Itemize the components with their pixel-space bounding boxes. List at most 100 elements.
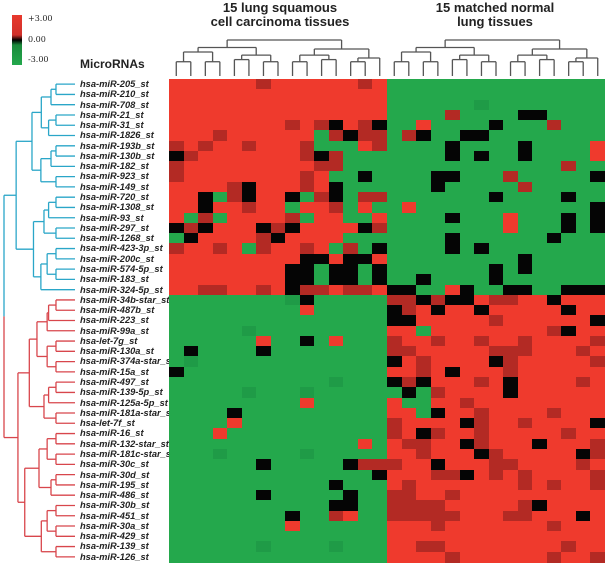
heatmap-cell [416,181,432,193]
heatmap-cell [401,428,417,440]
heatmap-cell [459,531,475,543]
heatmap-cell [241,284,257,296]
heatmap-cell [227,490,243,501]
normal-header-line1: 15 matched normal [435,0,555,15]
heatmap-cell [169,407,185,419]
heatmap-cell [227,428,243,440]
heatmap-cell [590,479,605,491]
heatmap-cell [590,438,605,450]
heatmap-cell [416,202,432,214]
heatmap-cell [474,459,490,471]
heatmap-cell [357,377,374,388]
row-label: hsa-miR-423-3p_st [80,243,163,254]
heatmap-cell [372,520,388,532]
heatmap-cell [241,79,257,90]
heatmap-cell [488,79,504,90]
heatmap-cell [503,346,519,358]
heatmap-cell [212,407,228,419]
heatmap-cell [387,315,403,327]
heatmap-cell [590,356,605,368]
heatmap-cell [227,161,243,173]
heatmap-cell [503,438,519,450]
heatmap-cell [430,233,446,245]
heatmap-cell [561,294,577,306]
heatmap-cell [169,356,185,368]
heatmap-cell [241,305,257,316]
heatmap-cell [401,346,417,358]
heatmap-cell [198,428,214,440]
heatmap-cell [169,479,185,491]
heatmap-cell [183,541,199,553]
heatmap-cell [314,479,330,491]
heatmap-cell [503,315,519,327]
heatmap-cell [285,315,301,327]
heatmap-cell [299,263,315,275]
heatmap-cell [314,459,330,471]
heatmap-cell [343,448,359,460]
heatmap-cell [328,79,344,90]
heatmap-cell [474,294,490,306]
heatmap-cell [546,171,562,183]
heatmap-cell [343,202,359,214]
heatmap-cell [474,274,490,286]
heatmap-cell [416,294,432,306]
heatmap-cell [445,387,461,399]
heatmap-cell [256,510,272,522]
heatmap-cell [241,448,257,460]
heatmap-cell [561,346,577,358]
row-label: hsa-miR-21_st [80,109,144,120]
heatmap-cell [343,520,359,532]
heatmap-cell [198,490,214,501]
heatmap-cell [517,407,533,419]
row-label: hsa-miR-132-star_st [80,438,169,449]
heatmap-cell [285,510,301,522]
heatmap-cell [372,181,388,193]
heatmap-cell [270,335,286,347]
heatmap-cell [416,263,432,275]
heatmap-cell [430,459,446,471]
heatmap-cell [328,356,344,368]
heatmap-cell [430,531,446,543]
heatmap-cell [387,428,403,440]
heatmap-cell [532,520,548,532]
heatmap-cell [372,274,388,286]
heatmap-cell [314,305,330,316]
heatmap-cell [532,202,548,214]
heatmap-cell [285,490,301,501]
heatmap-cell [517,294,533,306]
heatmap-cell [285,305,301,316]
heatmap-cell [546,479,562,491]
heatmap-cell [198,212,214,224]
legend-mid-label: 0.00 [28,35,46,44]
heatmap-cell [503,253,519,265]
heatmap-cell [590,448,605,460]
heatmap-cell [474,418,490,429]
heatmap-cell [314,325,330,337]
heatmap-cell [546,325,562,337]
heatmap-cell [270,263,286,275]
heatmap-cell [343,284,359,296]
heatmap-cell [590,551,605,563]
heatmap-cell [387,140,403,152]
heatmap-cell [503,109,519,121]
heatmap-cell [416,335,432,347]
heatmap-cell [183,202,199,214]
heatmap-cell [488,438,504,450]
heatmap-cell [561,551,577,563]
heatmap-cell [372,418,388,429]
heatmap-cell [517,171,533,183]
heatmap-cell [227,479,243,491]
heatmap-cell [575,479,592,491]
heatmap-cell [474,397,490,409]
heatmap-cell [445,274,461,286]
row-label: hsa-miR-429_st [80,531,149,542]
heatmap-cell [488,551,504,563]
heatmap-cell [575,109,592,121]
heatmap-cell [590,397,605,409]
heatmap-cell [445,377,461,388]
heatmap-cell [561,89,577,101]
heatmap-cell [198,89,214,101]
heatmap-cell [343,397,359,409]
heatmap-cell [285,161,301,173]
heatmap-cell [372,243,388,255]
